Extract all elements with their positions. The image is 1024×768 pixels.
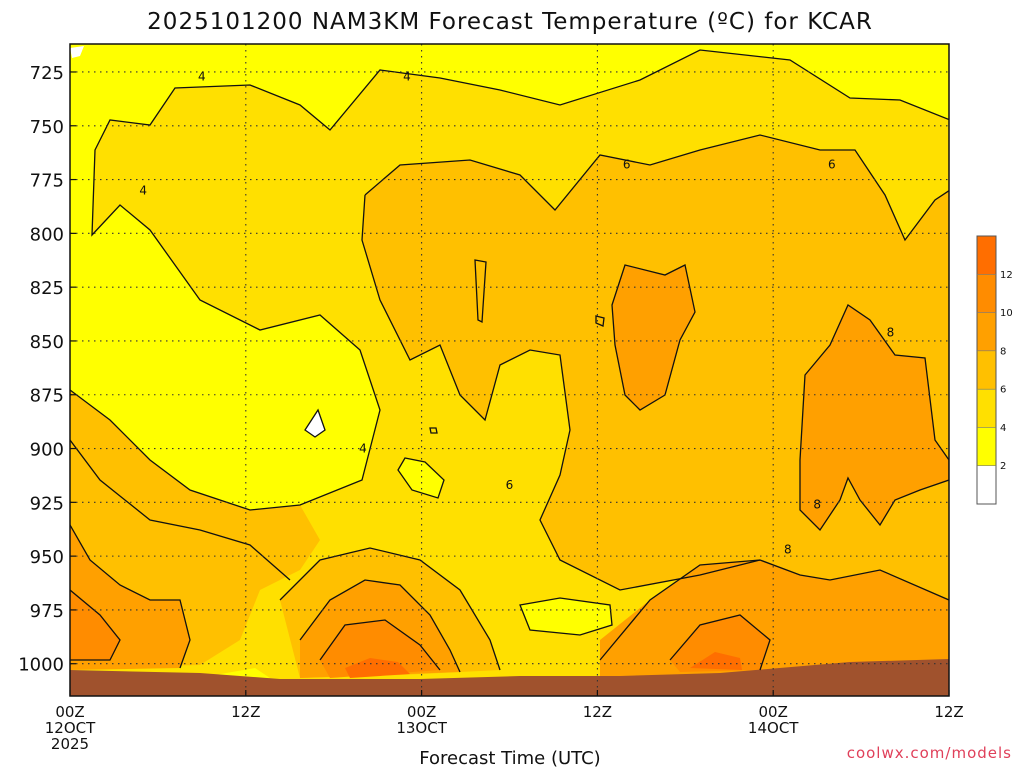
colorbar-segment <box>977 427 996 466</box>
y-tick-label: 725 <box>30 63 64 84</box>
contour-label: 4 <box>198 69 206 83</box>
band-8-10 <box>800 305 949 530</box>
x-axis-label: Forecast Time (UTC) <box>419 748 600 768</box>
colorbar-segment <box>977 389 996 428</box>
band-8-10 <box>612 265 695 410</box>
y-tick-label: 850 <box>30 332 64 353</box>
contour-label: 8 <box>887 325 895 339</box>
temperature-field <box>70 44 949 696</box>
colorbar-frame <box>976 235 997 505</box>
contour-line-6 <box>364 134 949 242</box>
contour-label: 8 <box>784 543 792 557</box>
colorbar-segment <box>977 465 996 504</box>
contour-line-10 <box>319 619 441 671</box>
x-tick-label: 14OCT <box>748 719 799 737</box>
x-tick-label: 2025 <box>51 735 89 753</box>
contour-line-6 <box>595 315 605 327</box>
colorbar-label: 8 <box>1000 346 1006 357</box>
colorbar-label: 10 <box>1000 308 1013 319</box>
plot-frame <box>69 43 950 697</box>
y-tick-label: 800 <box>30 224 64 245</box>
band-2-4 <box>520 598 612 635</box>
contour-label: 6 <box>828 158 836 172</box>
contour-line-4 <box>397 457 445 499</box>
y-tick-label: 925 <box>30 493 64 514</box>
colorbar-segment <box>977 274 996 313</box>
ground <box>70 659 949 696</box>
y-tick-label: 950 <box>30 547 64 568</box>
x-tick-label: 00Z <box>759 703 788 721</box>
contour-line-4 <box>519 597 613 636</box>
colorbar-segment <box>977 350 996 390</box>
band-10-12 <box>70 590 120 660</box>
contour-line-6 <box>429 427 438 434</box>
chart-title: 2025101200 NAM3KM Forecast Temperature (… <box>147 9 873 35</box>
contour-lines <box>70 49 949 673</box>
colorbar-segment <box>977 236 996 275</box>
band-2-4 <box>70 44 949 510</box>
contour-line-2 <box>304 408 326 438</box>
y-tick-label: 825 <box>30 278 64 299</box>
y-tick-label: 1000 <box>18 655 64 676</box>
band-2-4 <box>398 458 444 498</box>
colorbar-segment <box>977 312 996 351</box>
x-tick-label: 12Z <box>583 703 612 721</box>
band-10-12 <box>670 615 770 672</box>
contour-label: 4 <box>403 69 411 83</box>
colorbar-label: 2 <box>1000 461 1006 472</box>
contour-line-8 <box>299 579 461 673</box>
contour-line-6 <box>70 524 191 669</box>
contour-line-8 <box>799 304 949 532</box>
contour-label: 4 <box>139 183 147 197</box>
band-12-14 <box>345 658 410 678</box>
x-tick-label: 00Z <box>407 703 436 721</box>
contour-label: 6 <box>623 158 631 172</box>
contour-line-4 <box>70 49 949 511</box>
contour-label: 6 <box>506 478 514 492</box>
x-tick-label: 13OCT <box>396 719 447 737</box>
colorbar: 2 4 6 8 10 12 <box>976 235 1013 505</box>
contour-line-10 <box>669 614 771 671</box>
x-tick-label: 00Z <box>55 703 84 721</box>
colorbar-label: 12 <box>1000 270 1013 281</box>
contour-line-8 <box>599 559 949 661</box>
band-10-12 <box>320 620 440 678</box>
contour-line-6 <box>361 194 761 591</box>
x-tick-label: 12Z <box>934 703 963 721</box>
contour-label: 4 <box>359 442 367 456</box>
credit-link[interactable]: coolwx.com/models <box>847 744 1012 762</box>
contour-line-6 <box>70 439 291 581</box>
colorbar-label: 6 <box>1000 385 1006 396</box>
grid <box>70 44 949 696</box>
y-tick-label: 975 <box>30 601 64 622</box>
y-tick-label: 775 <box>30 171 64 192</box>
x-tick-label: 12OCT <box>45 719 96 737</box>
y-tick-label: 750 <box>30 117 64 138</box>
y-tick-label: 900 <box>30 440 64 461</box>
contour-label: 8 <box>813 497 821 511</box>
x-tick-label: 12Z <box>231 703 260 721</box>
y-axis: 725 750 775 800 825 850 875 900 925 950 975 1000 <box>18 63 76 676</box>
band-below-2 <box>70 46 84 58</box>
y-tick-label: 875 <box>30 386 64 407</box>
contour-line-8 <box>611 264 696 411</box>
contour-line-6 <box>279 547 501 671</box>
band-12-14 <box>690 652 742 670</box>
contour-line-10 <box>70 589 121 661</box>
contour-labels: 4 4 4 4 6 6 6 8 8 8 <box>139 69 894 556</box>
colorbar-label: 4 <box>1000 423 1006 434</box>
contour-line-6 <box>474 259 487 324</box>
band-6-8 <box>362 135 949 675</box>
